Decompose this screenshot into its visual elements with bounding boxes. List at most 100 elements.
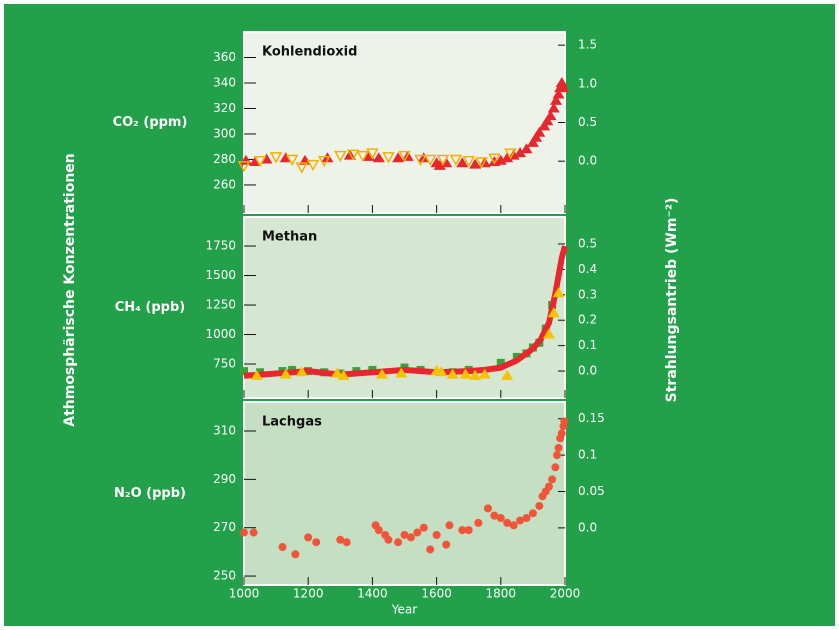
point bbox=[547, 102, 560, 113]
point bbox=[504, 148, 517, 160]
point bbox=[459, 368, 472, 379]
point bbox=[469, 158, 482, 169]
x-tick-label: 1400 bbox=[357, 587, 388, 601]
y-label: CH₄ (ppb) bbox=[115, 300, 185, 315]
point bbox=[547, 307, 560, 318]
point bbox=[522, 514, 531, 523]
y-tick-label: 1000 bbox=[205, 327, 236, 341]
point bbox=[278, 543, 287, 552]
y2-tick-label: 0.1 bbox=[578, 338, 597, 352]
point bbox=[494, 154, 507, 165]
point bbox=[298, 154, 311, 165]
point bbox=[544, 110, 557, 121]
point bbox=[317, 155, 331, 168]
point bbox=[478, 368, 491, 379]
point bbox=[334, 150, 347, 163]
point bbox=[458, 526, 467, 535]
y-tick-label: 750 bbox=[213, 357, 236, 371]
point bbox=[538, 120, 551, 131]
y-tick-label: 1750 bbox=[205, 239, 236, 253]
point bbox=[395, 367, 408, 378]
point bbox=[372, 152, 385, 163]
point bbox=[342, 538, 351, 547]
point bbox=[446, 368, 459, 379]
point bbox=[253, 155, 267, 168]
y2-tick-label: 1.5 bbox=[578, 38, 597, 52]
point bbox=[398, 150, 411, 163]
point bbox=[469, 369, 482, 380]
point bbox=[249, 528, 258, 537]
point bbox=[552, 451, 561, 460]
point bbox=[501, 152, 514, 163]
y2-tick-label: 0.3 bbox=[578, 287, 597, 301]
point bbox=[520, 143, 533, 154]
x-tick-label: 2000 bbox=[550, 587, 581, 601]
point bbox=[413, 528, 422, 537]
point bbox=[306, 159, 320, 172]
point bbox=[533, 126, 546, 137]
point bbox=[304, 533, 313, 542]
point bbox=[382, 152, 395, 164]
point bbox=[501, 369, 514, 380]
y-tick-label: 250 bbox=[213, 569, 236, 583]
y2-tick-label: 0.4 bbox=[578, 262, 597, 276]
point bbox=[312, 538, 321, 547]
point bbox=[456, 157, 469, 168]
y-label: CO₂ (ppm) bbox=[113, 115, 188, 130]
point bbox=[384, 535, 393, 544]
point bbox=[462, 155, 475, 168]
panel bbox=[243, 31, 566, 214]
point bbox=[279, 368, 292, 379]
x-tick-label: 1800 bbox=[486, 587, 517, 601]
point bbox=[331, 367, 344, 378]
x-tick-label: 1200 bbox=[293, 587, 324, 601]
point bbox=[475, 157, 488, 169]
point bbox=[541, 115, 554, 126]
point bbox=[496, 514, 505, 523]
point bbox=[552, 88, 565, 99]
point bbox=[554, 443, 563, 452]
point bbox=[526, 136, 539, 147]
x-label: Year bbox=[391, 603, 417, 617]
point bbox=[295, 366, 308, 377]
left-label: Athmosphärische Konzentrationen bbox=[62, 153, 78, 427]
point bbox=[374, 526, 383, 535]
point bbox=[436, 154, 450, 167]
point bbox=[557, 82, 570, 93]
point bbox=[406, 533, 415, 542]
point bbox=[336, 535, 345, 544]
x-tick-label: 1600 bbox=[421, 587, 452, 601]
point bbox=[285, 154, 299, 167]
y-tick-label: 340 bbox=[213, 75, 236, 89]
point bbox=[435, 366, 448, 377]
y2-tick-label: 0.0 bbox=[578, 154, 597, 168]
point bbox=[426, 545, 435, 554]
point bbox=[560, 417, 569, 426]
point bbox=[464, 526, 473, 535]
point bbox=[356, 150, 370, 163]
point bbox=[550, 94, 563, 105]
point bbox=[366, 148, 379, 160]
y-tick-label: 270 bbox=[213, 520, 236, 534]
y-tick-label: 290 bbox=[213, 472, 236, 486]
point bbox=[346, 149, 360, 161]
point bbox=[445, 521, 454, 530]
point bbox=[551, 463, 560, 472]
point bbox=[548, 475, 557, 484]
point bbox=[240, 528, 248, 537]
y2-tick-label: 0.05 bbox=[578, 484, 605, 498]
point bbox=[514, 147, 527, 158]
point bbox=[449, 154, 463, 167]
y-tick-label: 360 bbox=[213, 50, 236, 64]
point bbox=[552, 287, 565, 298]
point bbox=[509, 521, 518, 530]
point bbox=[419, 523, 428, 532]
point bbox=[237, 161, 251, 173]
y-tick-label: 300 bbox=[213, 126, 236, 140]
point bbox=[269, 152, 283, 164]
point bbox=[433, 159, 446, 170]
y2-tick-label: 0.1 bbox=[578, 448, 597, 462]
y-tick-label: 1500 bbox=[205, 268, 236, 282]
y2-tick-label: 0.2 bbox=[578, 313, 597, 327]
